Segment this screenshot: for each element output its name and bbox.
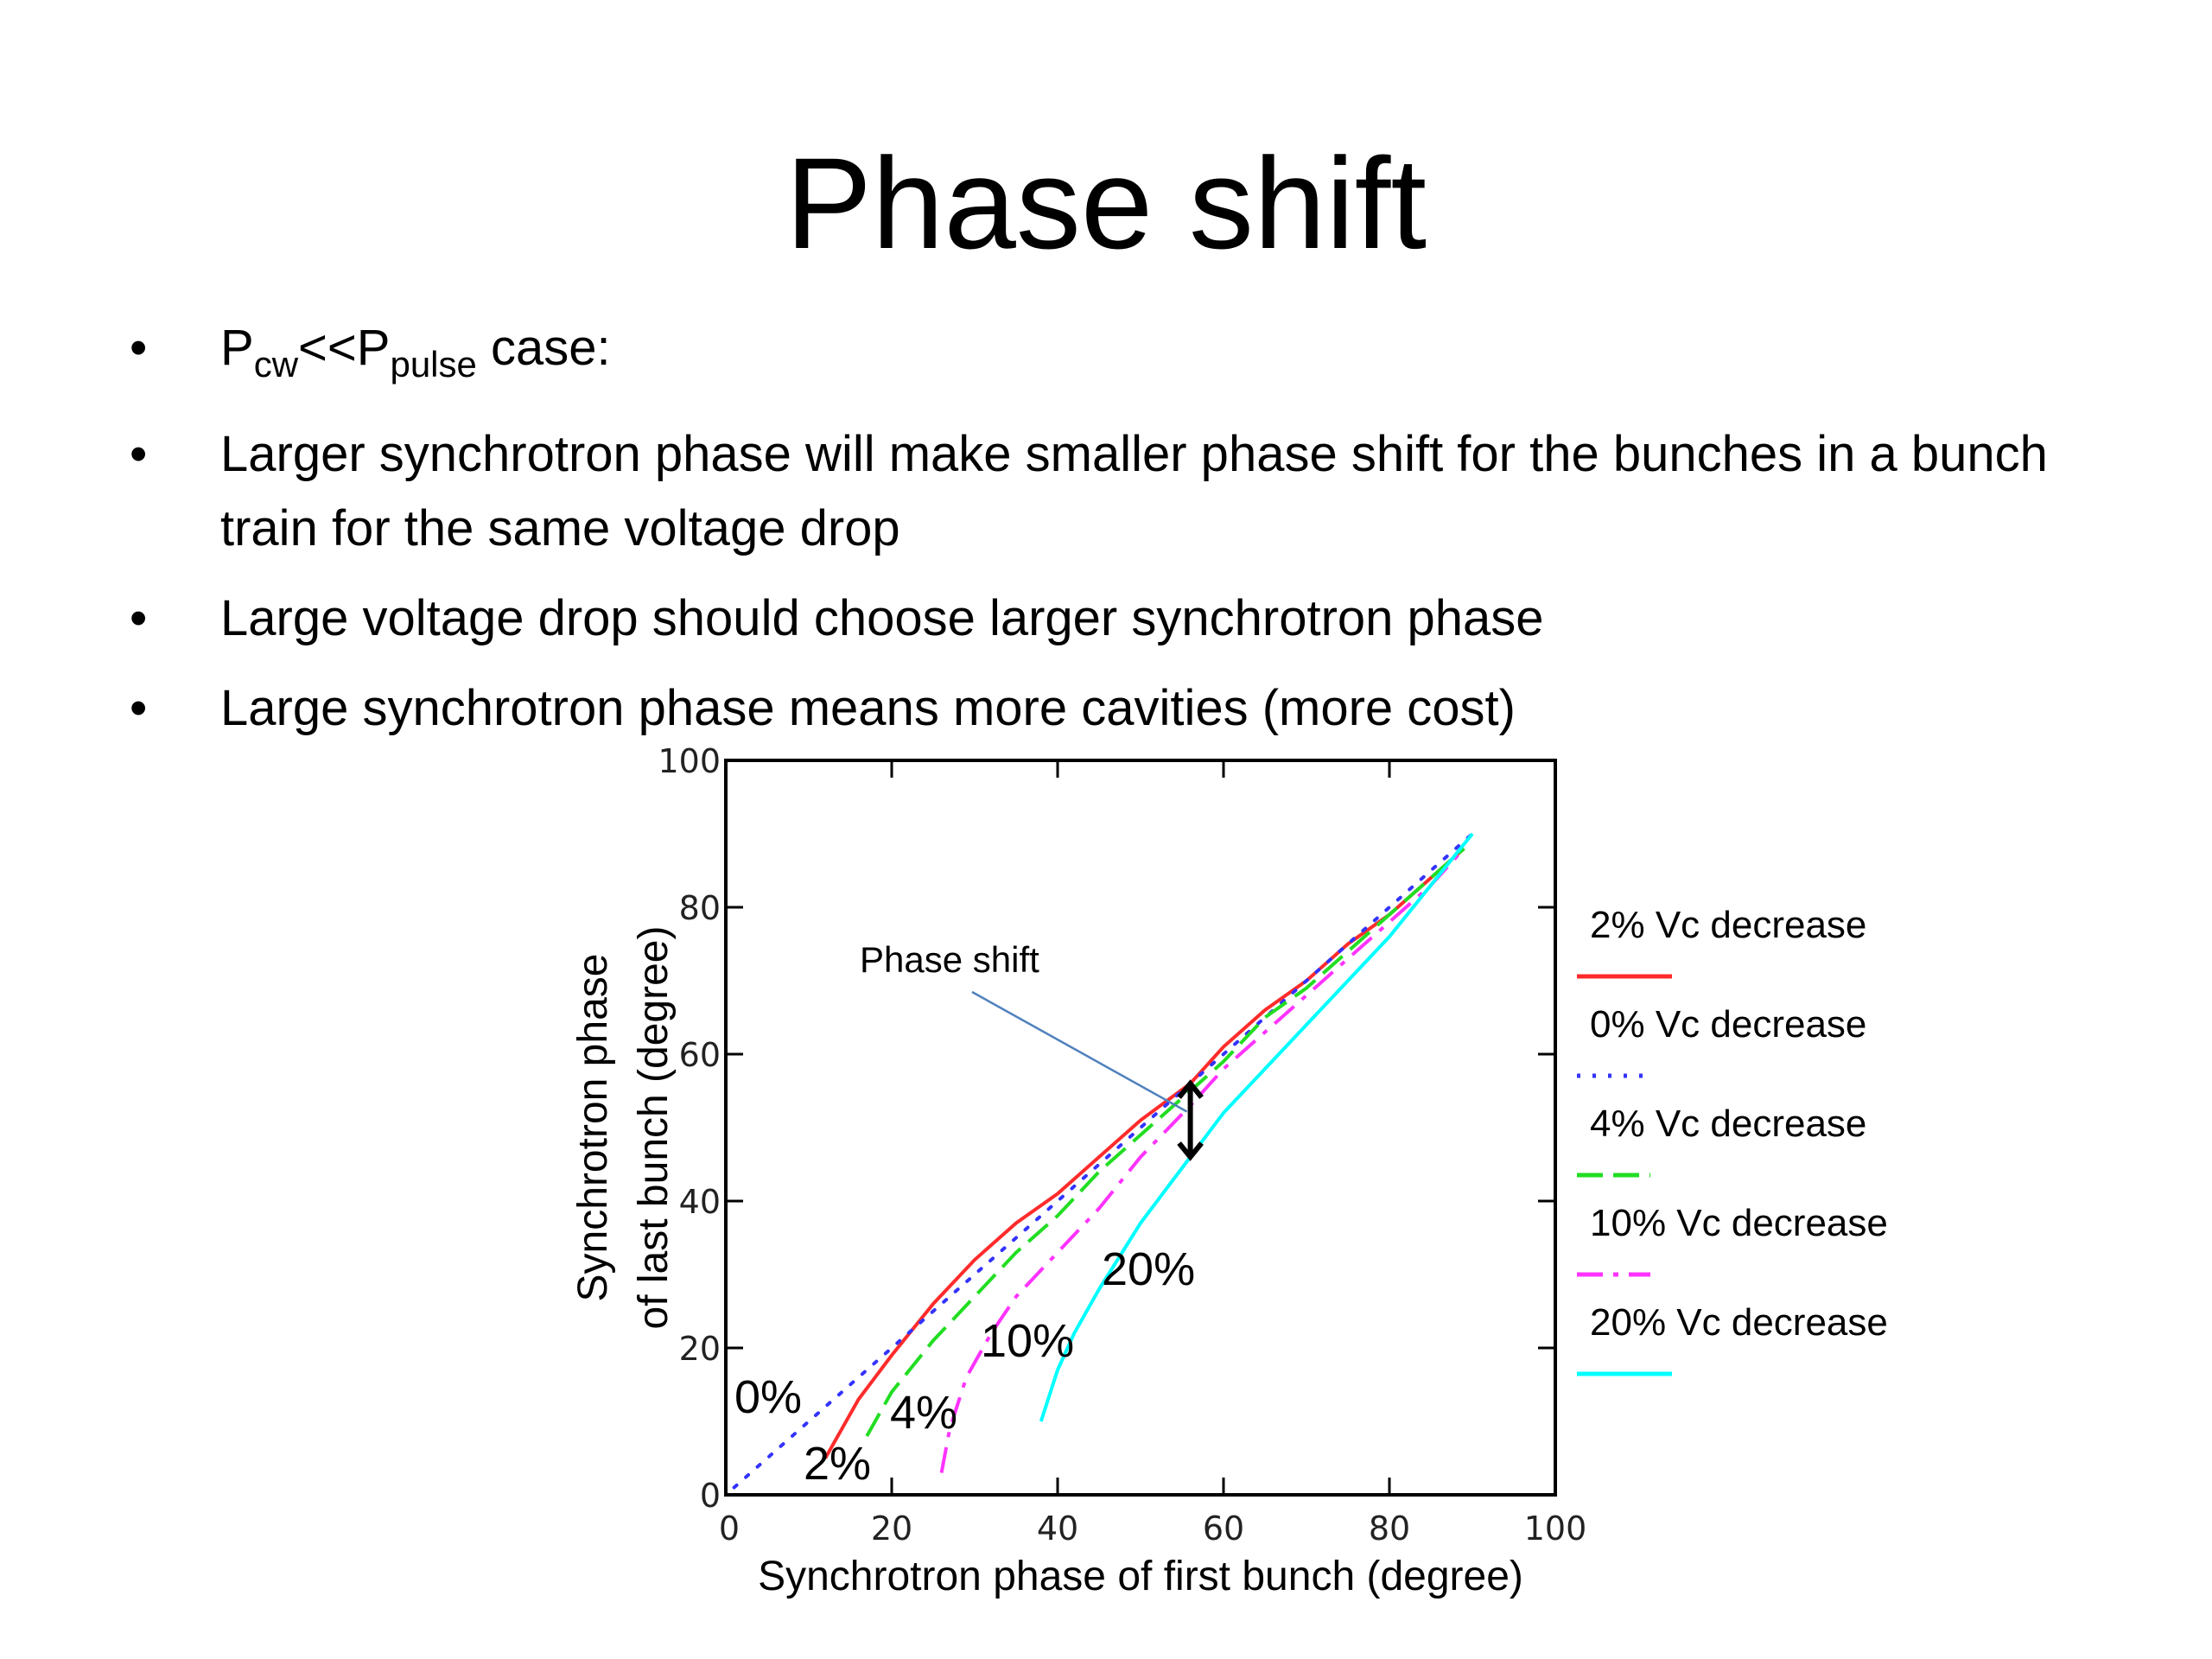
y-tick-label: 40: [679, 1183, 721, 1221]
bullet-item: • Larger synchrotron phase will make sma…: [130, 417, 2117, 566]
curve-label-4pct: 4%: [890, 1387, 957, 1439]
axis-ticks: 0 20 40 60 80 100 0 20 40 60 80 100: [658, 742, 1586, 1548]
y-tick-label: 60: [679, 1036, 721, 1074]
series-line-4pct: [865, 847, 1465, 1437]
legend-label: 0% Vc decrease: [1590, 1003, 1866, 1046]
bullet-dot: •: [130, 590, 148, 646]
phase-shift-arrowhead-up: [1177, 1079, 1204, 1099]
y-tick-label: 0: [700, 1477, 721, 1515]
bullet-dot: •: [130, 426, 148, 482]
series-line-0pct: [732, 832, 1474, 1490]
bullet-subscript: pulse: [390, 344, 477, 385]
bullet-subscript: cw: [253, 344, 299, 385]
x-tick-label: 80: [1369, 1510, 1410, 1548]
y-axis-title-line2: of last bunch (degree): [631, 926, 677, 1330]
y-tick-label: 20: [679, 1330, 721, 1368]
bullet-text: Large synchrotron phase means more cavit…: [220, 680, 1516, 736]
bullet-text: case:: [476, 320, 611, 376]
legend-label: 4% Vc decrease: [1590, 1103, 1866, 1145]
y-tick-label: 100: [658, 742, 721, 780]
plot-frame: [724, 759, 1557, 1497]
x-tick-label: 40: [1037, 1510, 1078, 1548]
series-line-10pct: [939, 847, 1465, 1473]
bullet-item: • Pcw<<Ppulse case:: [130, 311, 2117, 402]
phase-shift-annotation: Phase shift: [860, 939, 1204, 1161]
legend-label: 10% Vc decrease: [1590, 1202, 1888, 1244]
series-line-2pct: [823, 847, 1465, 1459]
x-tick-label: 20: [871, 1510, 912, 1548]
bullet-text: P: [220, 320, 254, 376]
curve-label-10pct: 10%: [981, 1315, 1074, 1367]
legend-label: 2% Vc decrease: [1590, 904, 1866, 946]
curve-labels: 2%0% 4% 10% 20%: [734, 1243, 1195, 1490]
bullet-dot: •: [130, 680, 148, 736]
x-tick-label: 60: [1203, 1510, 1244, 1548]
curve-label-0pct: 0%: [734, 1371, 802, 1423]
bullet-dot: •: [130, 320, 148, 376]
bullet-text: <<P: [298, 320, 391, 376]
annotation-label: Phase shift: [860, 939, 1039, 980]
legend-label: 20% Vc decrease: [1590, 1301, 1888, 1344]
bullet-item: • Large synchrotron phase means more cav…: [130, 671, 2117, 746]
bullet-text: Large voltage drop should choose larger …: [220, 590, 1544, 646]
x-tick-label: 0: [719, 1510, 740, 1548]
bullet-text: Larger synchrotron phase will make small…: [220, 426, 2048, 556]
phase-shift-arrowhead-down: [1177, 1141, 1204, 1161]
series-curves: [732, 832, 1474, 1490]
bullet-item: • Large voltage drop should choose large…: [130, 582, 2117, 656]
curve-label-2pct: 2%: [804, 1438, 871, 1490]
y-tick-label: 80: [679, 889, 721, 927]
series-line-20pct: [1039, 832, 1474, 1422]
x-tick-label: 100: [1524, 1510, 1587, 1548]
y-axis-title-line1: Synchrotron phase: [570, 954, 616, 1302]
curve-label-20pct: 20%: [1102, 1243, 1195, 1295]
bullet-list: • Pcw<<Ppulse case: • Larger synchrotron…: [130, 311, 2117, 761]
legend: 2% Vc decrease 0% Vc decrease 4% Vc decrea…: [1577, 904, 1888, 1376]
annotation-pointer: [971, 990, 1188, 1113]
x-axis-title: Synchrotron phase of first bunch (degree…: [758, 1554, 1523, 1599]
slide-title: Phase shift: [785, 130, 1427, 276]
